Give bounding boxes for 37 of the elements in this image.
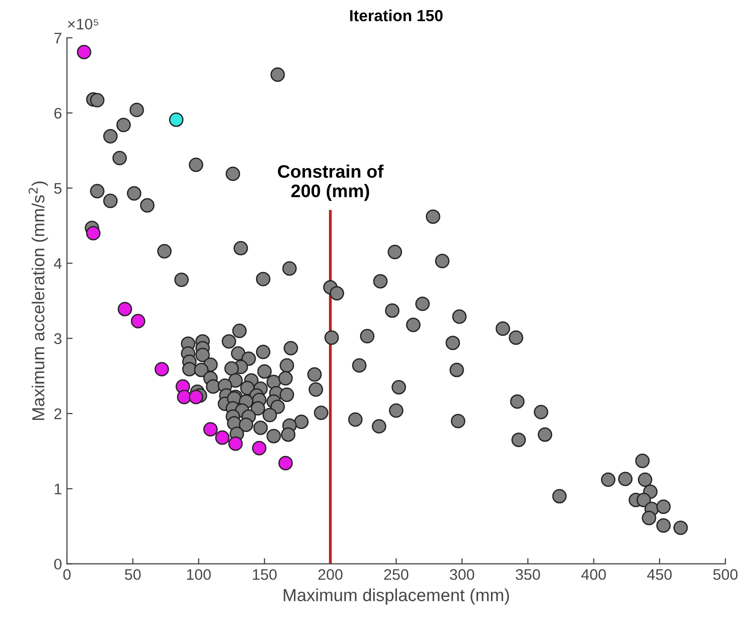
y-tick-label: 1: [54, 484, 62, 494]
x-tick-label: 350: [516, 569, 540, 580]
x-tick-label: 150: [252, 569, 277, 580]
point: [154, 362, 169, 376]
point: [228, 436, 243, 451]
point: [86, 226, 101, 240]
x-axis-title: Maximum displacement (mm): [284, 588, 509, 605]
x-tick-label: 500: [713, 569, 738, 580]
point: [278, 456, 293, 470]
y-tick-label: 7: [54, 32, 62, 44]
x-tick-label: 100: [187, 569, 211, 580]
ref-line-label: Constrain of 200 (mm): [278, 164, 384, 201]
point: [215, 430, 230, 445]
point: [169, 112, 184, 127]
x-tick-label: 450: [647, 569, 672, 580]
y-tick-label: 5: [54, 183, 62, 194]
y-tick-label: 6: [54, 108, 62, 119]
point: [188, 390, 204, 404]
x-tick-label: 400: [581, 569, 606, 580]
x-tick-label: 50: [124, 569, 141, 580]
x-tick-label: 0: [63, 569, 71, 580]
x-tick-label: 200: [318, 569, 342, 580]
point: [76, 44, 92, 60]
y-tick-label: 2: [54, 408, 62, 420]
text: ×10⁵: [68, 18, 98, 30]
point: [130, 314, 146, 328]
chart-title: Iteration 150: [350, 10, 443, 22]
y-tick-label: 4: [54, 258, 62, 269]
x-tick-label: 250: [384, 569, 408, 580]
point: [176, 390, 192, 404]
point: [203, 422, 218, 437]
y-axis-title: Maximum acceleration (mm/s$^{2}$): [28, 182, 48, 420]
y-tick-label: 0: [54, 558, 62, 570]
point: [252, 440, 266, 456]
y-tick-label: 3: [54, 333, 62, 344]
x-tick-label: 300: [450, 569, 474, 580]
point: [118, 302, 132, 316]
